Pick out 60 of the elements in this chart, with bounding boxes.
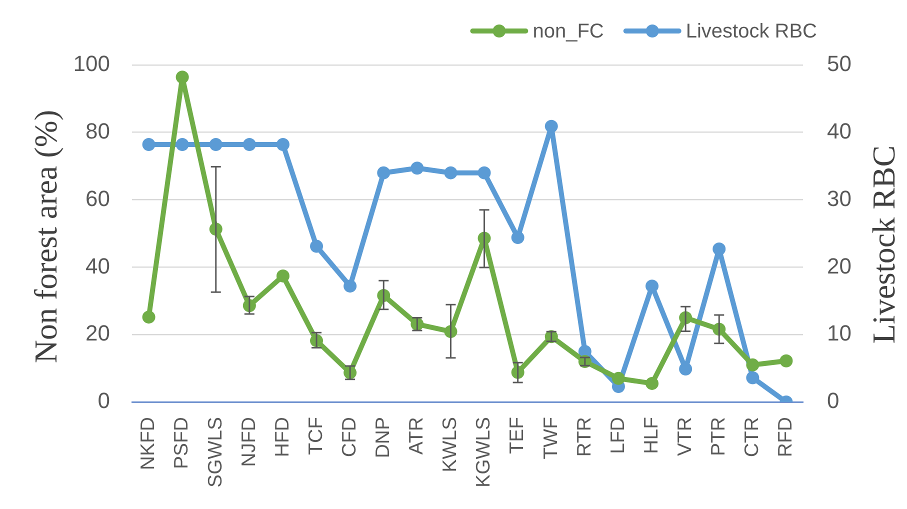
x-tick-label: TEF: [506, 416, 528, 454]
y2-tick-label: 40: [827, 118, 852, 144]
y2-tick-label: 50: [827, 51, 852, 76]
legend-label: Livestock RBC: [686, 20, 818, 43]
x-tick-label: TWF: [540, 416, 562, 460]
point: [646, 376, 659, 390]
point: [276, 269, 290, 282]
x-tick-label: RTR: [573, 417, 596, 457]
x-tick-label: HLF: [640, 416, 662, 454]
x-tick-label: KWLS: [439, 417, 462, 472]
point: [209, 138, 222, 152]
point: [746, 358, 760, 372]
point: [511, 231, 524, 244]
point: [142, 138, 156, 152]
y2-tick-label: 10: [827, 320, 852, 346]
x-tick-label: NJFD: [238, 417, 260, 467]
y-axis-title: Non forest area (%): [27, 110, 64, 364]
x-tick-label: DNP: [372, 417, 394, 458]
x-tick-label: PSFD: [170, 417, 193, 470]
y2-axis-title: Livestock RBC: [865, 145, 902, 344]
point: [444, 166, 458, 180]
point: [746, 371, 760, 384]
y-tick-label: 40: [86, 253, 110, 278]
legend-label: non_FC: [532, 20, 604, 43]
x-tick-label: SGWLS: [204, 417, 226, 488]
point: [176, 138, 189, 152]
x-tick-label: ATR: [406, 417, 428, 455]
point: [344, 280, 357, 293]
point: [410, 162, 424, 175]
y2-tick-label: 0: [827, 388, 840, 414]
x-tick-label: LFD: [606, 417, 629, 454]
x-tick-label: HFD: [271, 417, 294, 458]
y-tick-label: 100: [73, 51, 110, 76]
point: [142, 310, 156, 324]
y2-tick-label: 30: [827, 186, 852, 211]
x-tick-label: RFD: [774, 417, 797, 458]
y-tick-label: 60: [86, 186, 110, 211]
x-tick-label: PTR: [708, 417, 730, 456]
point: [310, 240, 324, 253]
point: [478, 166, 491, 180]
x-tick-label: KGWLS: [472, 417, 495, 488]
point: [176, 70, 189, 84]
point: [612, 372, 625, 385]
point: [544, 120, 558, 133]
point: [242, 138, 256, 152]
x-tick-label: NKFD: [137, 417, 160, 470]
x-tick-label: TCF: [304, 416, 327, 455]
y-tick-label: 20: [86, 320, 110, 346]
point: [276, 138, 290, 152]
y-tick-label: 0: [98, 388, 110, 414]
point: [679, 362, 692, 376]
y2-tick-label: 20: [827, 253, 852, 278]
point: [646, 280, 659, 293]
x-tick-label: VTR: [674, 417, 696, 456]
y-tick-label: 80: [86, 118, 110, 144]
x-tick-label: CFD: [338, 417, 360, 458]
point: [377, 166, 390, 180]
point: [780, 354, 793, 368]
point: [712, 242, 726, 256]
x-tick-label: CTR: [741, 417, 764, 458]
